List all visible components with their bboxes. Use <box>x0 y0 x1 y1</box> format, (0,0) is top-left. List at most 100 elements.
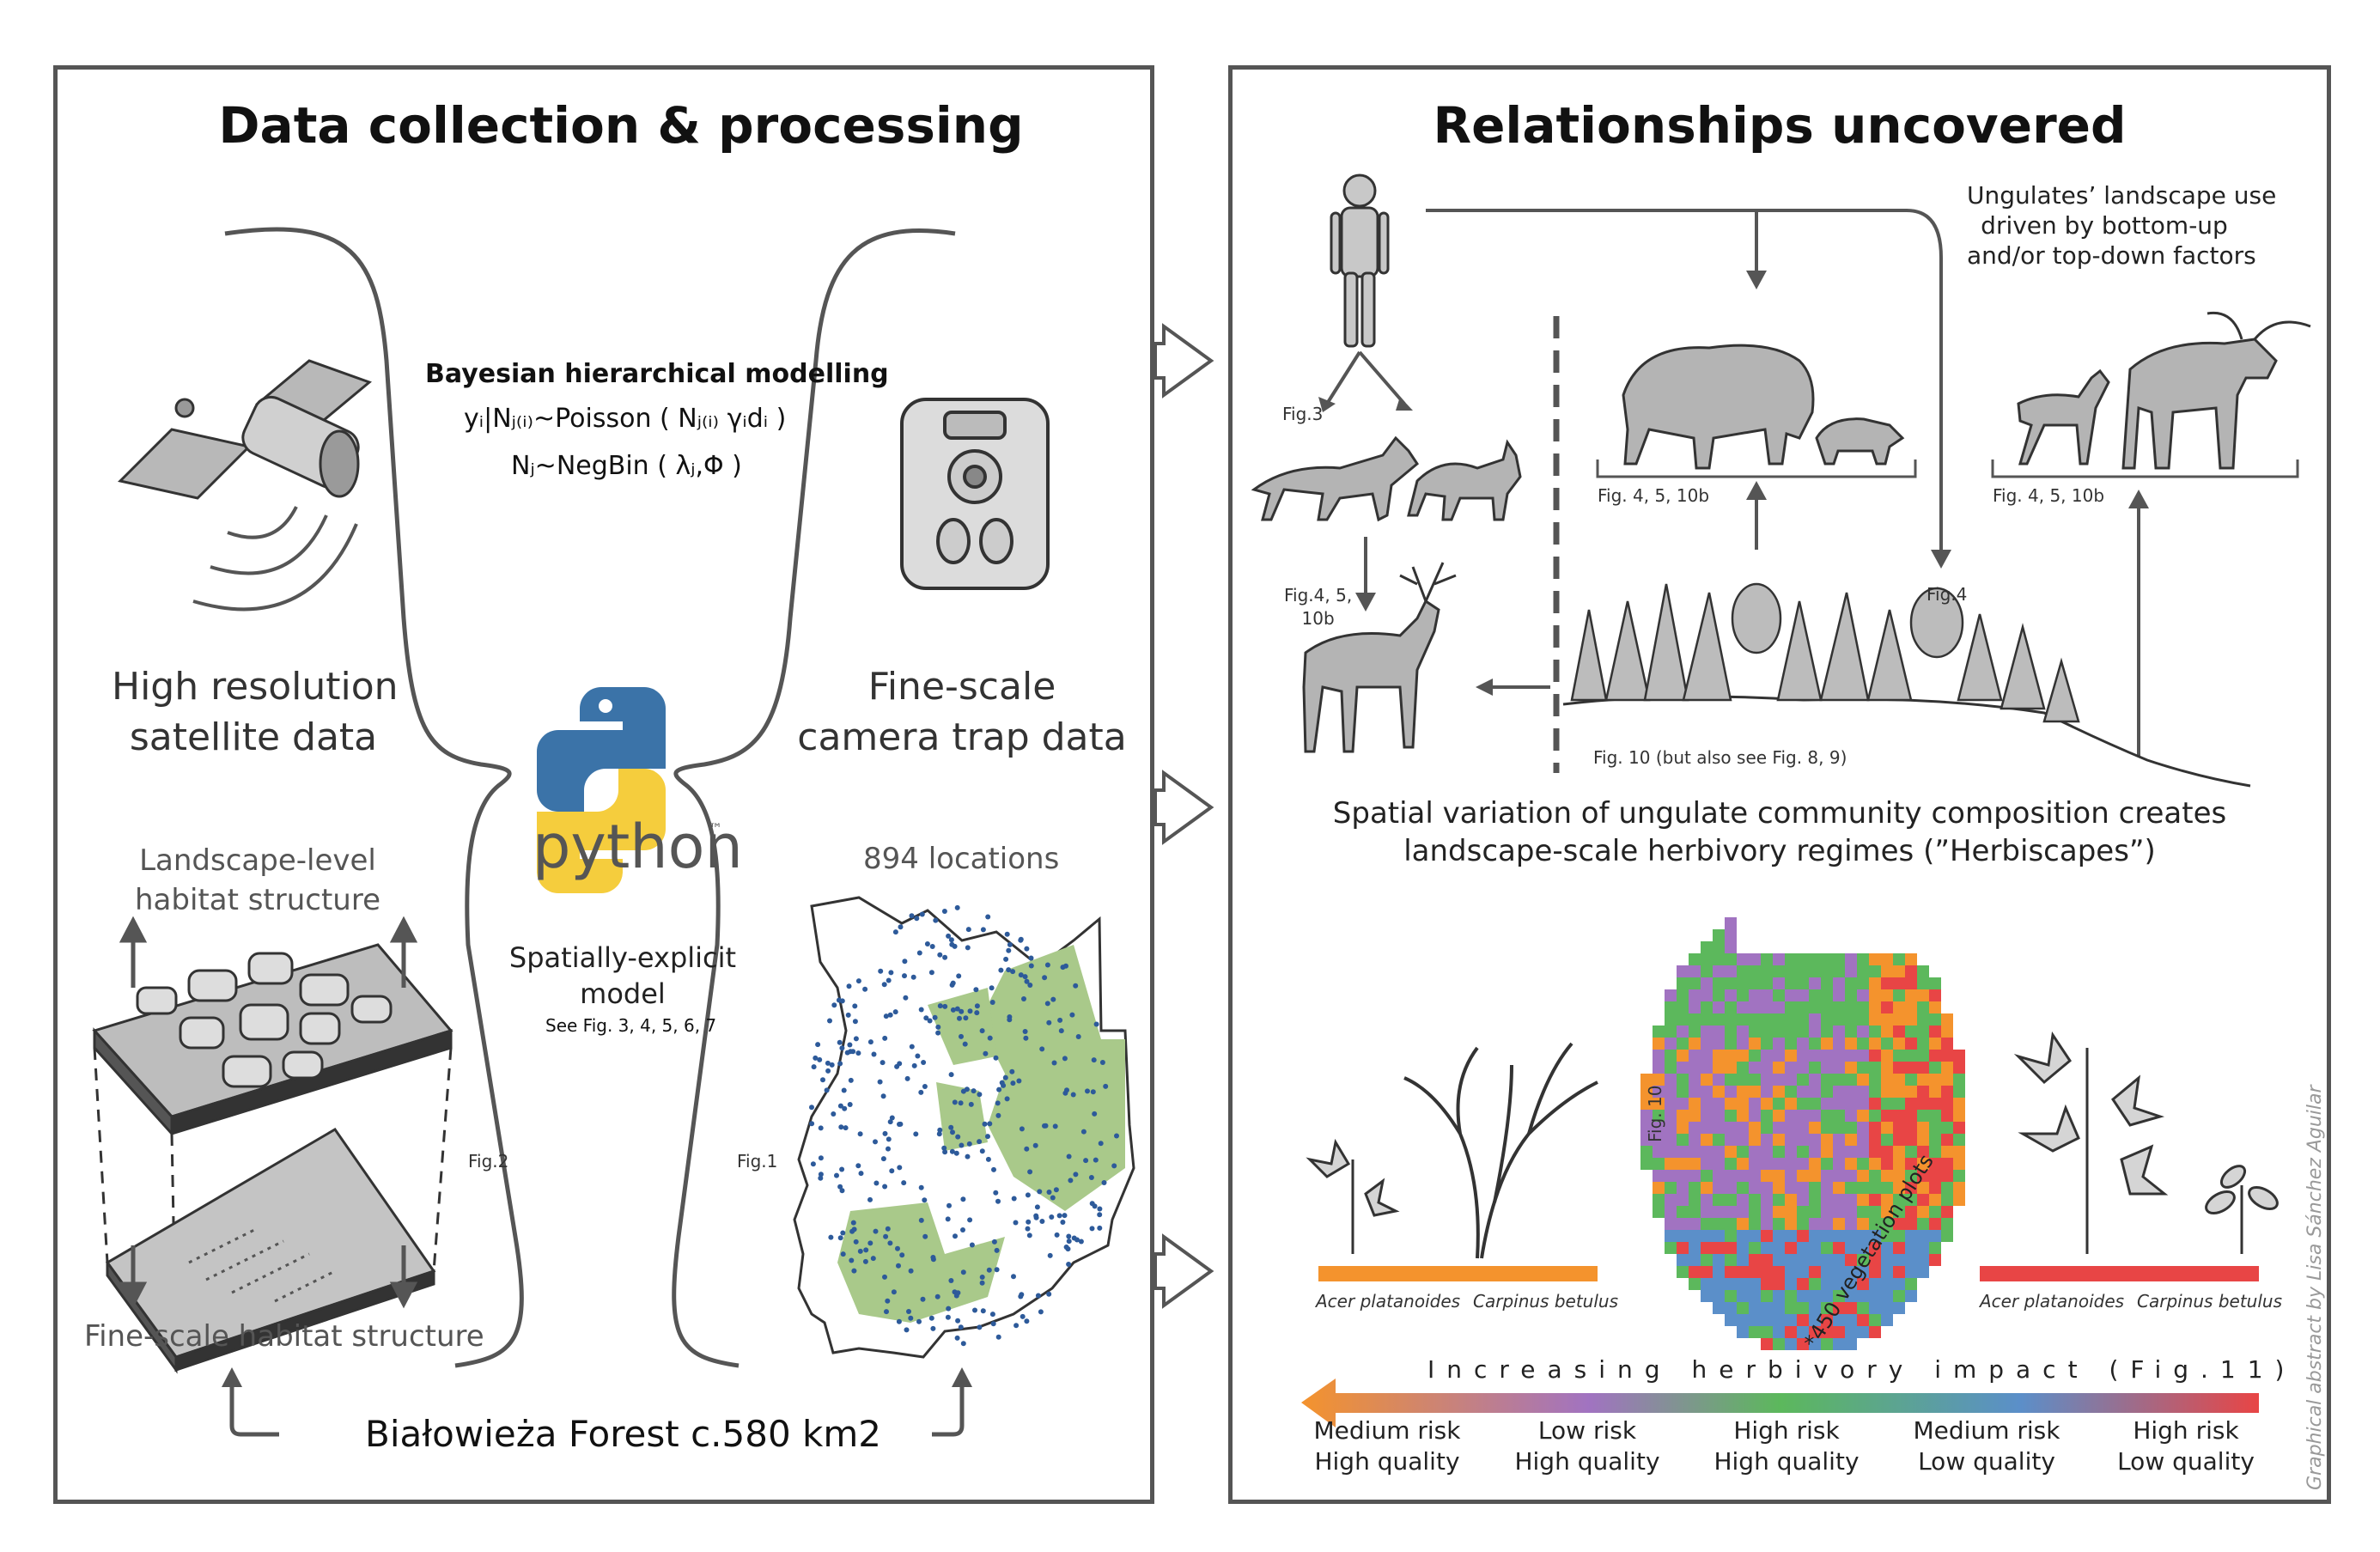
herbiscape-cell <box>1785 1001 1797 1013</box>
herbiscape-cell <box>1665 1170 1677 1182</box>
herbiscape-cell <box>1773 977 1785 989</box>
herbiscape-cell <box>1941 1182 1953 1194</box>
herbiscape-cell <box>1665 1206 1677 1218</box>
herbiscape-cell <box>1833 1110 1845 1122</box>
herbiscape-cell <box>1797 1302 1809 1314</box>
herbiscape-cell <box>1905 1050 1917 1062</box>
herbiscape-cell <box>1725 1026 1737 1038</box>
camera-point <box>958 1324 964 1330</box>
herbiscape-cell <box>1833 1062 1845 1074</box>
herbiscape-cell <box>1761 1050 1773 1062</box>
camera-point <box>1070 1092 1076 1098</box>
herbiscape-cell <box>1845 1110 1857 1122</box>
herbiscape-cell <box>1857 1314 1869 1326</box>
herbiscape-cell <box>1677 1266 1689 1278</box>
herbiscape-cell <box>1857 1013 1869 1026</box>
herbiscape-cell <box>1773 953 1785 965</box>
herbiscape-cell <box>1845 1218 1857 1230</box>
herbiscape-cell <box>1869 1134 1881 1146</box>
herbiscape-cell <box>1905 953 1917 965</box>
herbiscape-cell <box>1725 1122 1737 1134</box>
herbiscape-cell <box>1701 1146 1713 1158</box>
herbiscape-cell <box>1893 1230 1905 1242</box>
camera-point <box>896 1318 902 1324</box>
herbiscape-cell <box>1761 953 1773 965</box>
herbiscape-cell <box>1773 1134 1785 1146</box>
herbiscape-cell <box>1689 1146 1701 1158</box>
right-brace <box>672 228 956 1368</box>
camera-point <box>953 1233 958 1239</box>
herbiscape-cell <box>1929 1098 1941 1110</box>
herbiscape-cell <box>1857 1146 1869 1158</box>
camera-point <box>987 1121 993 1127</box>
camera-point <box>1018 1293 1024 1299</box>
herbiscape-cell <box>1845 1086 1857 1098</box>
herbiscape-cell <box>1713 1290 1725 1302</box>
herbiscape-cell <box>1701 1110 1713 1122</box>
herbiscape-cell <box>1857 1026 1869 1038</box>
herbiscape-cell <box>1845 989 1857 1001</box>
herbiscape-cell <box>1725 1254 1737 1266</box>
herbiscape-cell <box>1677 1218 1689 1230</box>
herbiscape-cell <box>1857 989 1869 1001</box>
camera-point <box>838 1124 844 1130</box>
herbiscape-cell <box>1689 1050 1701 1062</box>
herbiscape-cell <box>1797 1206 1809 1218</box>
herbiscape-cell <box>1869 1146 1881 1158</box>
camera-point <box>1043 1123 1049 1129</box>
herbiscape-cell <box>1929 1001 1941 1013</box>
camera-point <box>965 945 971 951</box>
camera-point <box>942 1149 948 1155</box>
camera-point <box>843 1125 849 1131</box>
herbiscape-cell <box>1761 1170 1773 1182</box>
herbiscape-cell <box>1833 1098 1845 1110</box>
herbiscape-cell <box>1761 1062 1773 1074</box>
camera-point <box>1028 963 1034 969</box>
herbiscape-cell <box>1689 1098 1701 1110</box>
camera-point <box>1039 1046 1045 1052</box>
risk-1-line-2: High quality <box>1314 1447 1460 1476</box>
camera-point <box>1053 1187 1059 1193</box>
camera-point <box>883 1233 889 1239</box>
herbiscape-cell <box>1869 965 1881 977</box>
herbiscape-cell <box>1809 1038 1821 1050</box>
herbiscape-cell <box>1857 1134 1869 1146</box>
fig10-vertical-label: Fig. 10 <box>1645 1085 1665 1142</box>
herbiscape-cell <box>1881 1122 1893 1134</box>
herbiscape-cell <box>1893 1026 1905 1038</box>
camera-point <box>886 977 892 983</box>
herbiscape-cell <box>1881 1013 1893 1026</box>
herbiscape-cell <box>1785 1266 1797 1278</box>
herbiscape-cell <box>1881 1302 1893 1314</box>
camera-point <box>1044 1001 1050 1007</box>
camera-point <box>887 1119 893 1125</box>
herbiscape-cell <box>1653 1158 1665 1170</box>
herbiscape-cell <box>1845 977 1857 989</box>
herbiscape-cell <box>1725 1278 1737 1290</box>
herbiscape-cell <box>1845 1098 1857 1110</box>
herbiscape-cell <box>1773 1062 1785 1074</box>
herbiscape-cell <box>1929 1254 1941 1266</box>
herbiscape-cell <box>1869 1062 1881 1074</box>
herbiscape-cell <box>1809 1314 1821 1326</box>
herbiscape-cell <box>1737 1170 1749 1182</box>
camera-point <box>1058 1028 1064 1034</box>
herbiscape-cell <box>1689 1038 1701 1050</box>
impact-gradient-arrow <box>1301 1379 2259 1427</box>
camera-point <box>1021 996 1026 1001</box>
herbiscape-cell <box>1917 1206 1929 1218</box>
herbiscape-cell <box>1677 1158 1689 1170</box>
camera-point <box>884 1309 889 1315</box>
herbiscape-cell <box>1665 1230 1677 1242</box>
herbiscape-cell <box>1713 1026 1725 1038</box>
camera-point <box>842 1105 848 1111</box>
herbiscape-cell <box>1737 1206 1749 1218</box>
herbiscape-cell <box>1881 1146 1893 1158</box>
camera-point <box>1032 1142 1038 1148</box>
herbiscape-cell <box>1713 1266 1725 1278</box>
herbiscape-cell <box>1893 1194 1905 1206</box>
herbiscape-cell <box>1689 1278 1701 1290</box>
herbiscape-cell <box>1905 1230 1917 1242</box>
herbiscape-cell <box>1845 1278 1857 1290</box>
herbiscape-cell <box>1737 1026 1749 1038</box>
